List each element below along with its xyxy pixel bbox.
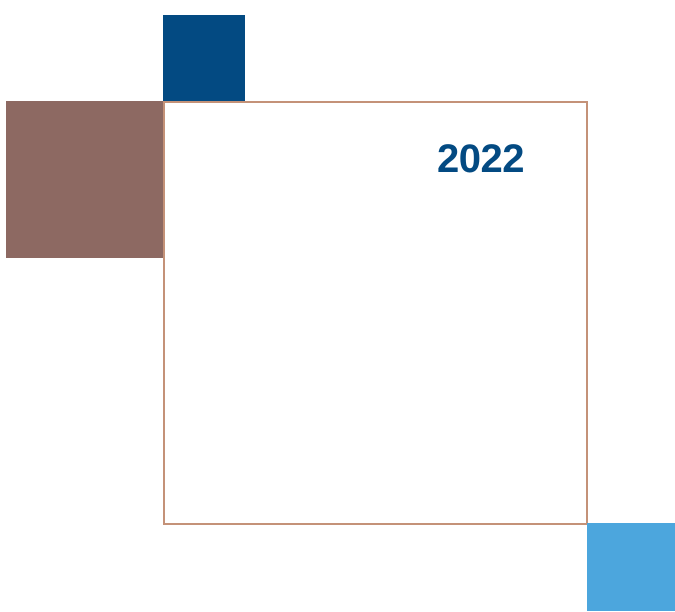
- sky-blue-square-decoration: [587, 523, 675, 611]
- outlined-frame: [163, 101, 588, 525]
- navy-square-decoration: [163, 15, 245, 103]
- mauve-square-decoration: [6, 101, 164, 258]
- year-label: 2022: [437, 137, 524, 181]
